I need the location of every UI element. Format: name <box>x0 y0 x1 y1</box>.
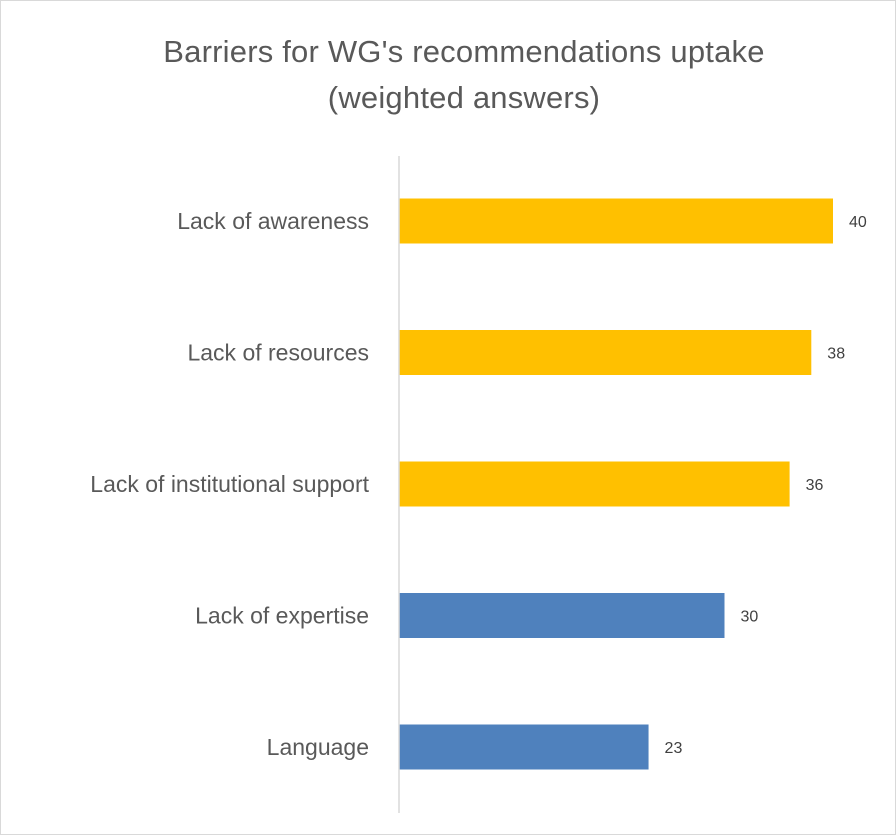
bar <box>399 724 649 770</box>
chart-title-line-2: (weighted answers) <box>327 80 601 115</box>
data-label: 38 <box>827 346 845 363</box>
category-label: Lack of awareness <box>177 208 369 234</box>
data-label: 40 <box>849 214 867 231</box>
data-label: 36 <box>806 477 824 494</box>
category-label: Lack of institutional support <box>90 471 369 497</box>
chart-title: Barriers for WG's recommendations uptake… <box>1 29 896 121</box>
chart-title-line-1: Barriers for WG's recommendations uptake <box>163 34 765 69</box>
bar <box>399 461 790 507</box>
data-label: 30 <box>741 609 759 626</box>
category-label: Lack of resources <box>187 340 369 366</box>
bars-layer: Lack of awareness 40 Lack of resources 38 La… <box>90 198 867 770</box>
bar <box>399 198 833 244</box>
category-label: Language <box>267 734 369 760</box>
bar <box>399 330 812 375</box>
category-label: Lack of expertise <box>195 603 369 629</box>
bar <box>399 593 725 638</box>
data-label: 23 <box>665 740 683 757</box>
